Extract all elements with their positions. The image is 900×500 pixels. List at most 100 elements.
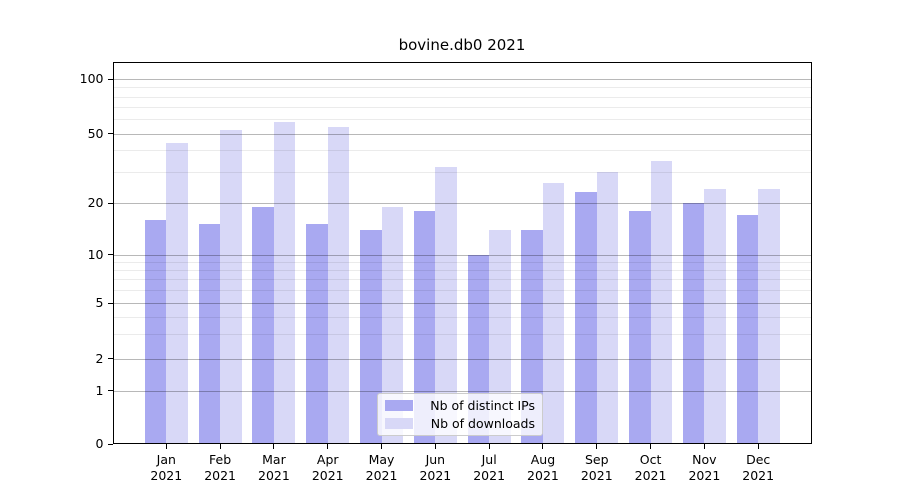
month-label: Mar — [262, 451, 286, 467]
gridline-minor-8 — [112, 270, 812, 272]
bar-dec-distinct-ips — [736, 215, 759, 444]
y-tick-label-100: 100 — [79, 71, 104, 86]
y-tick-label-2: 2 — [95, 350, 104, 366]
x-tick-mar — [273, 444, 275, 449]
gridline-minor-40 — [112, 150, 812, 152]
x-tick-label-dec: Dec 2021 — [728, 452, 788, 485]
year-label: 2021 — [419, 468, 452, 483]
y-tick-label-20: 20 — [87, 195, 104, 210]
bar-nov-downloads — [704, 189, 726, 444]
legend-entry-downloads: Nb of downloads — [385, 416, 535, 431]
x-tick-apr — [327, 444, 329, 449]
month-label: Nov — [692, 451, 717, 467]
bar-mar-distinct-ips — [252, 206, 274, 444]
bar-jan-distinct-ips — [144, 219, 167, 444]
x-tick-aug — [542, 444, 544, 449]
bar-oct-downloads — [650, 160, 673, 444]
year-label: 2021 — [311, 468, 344, 483]
bar-oct-distinct-ips — [629, 210, 651, 444]
year-label: 2021 — [634, 468, 667, 483]
x-tick-label-jan: Jan 2021 — [136, 452, 196, 485]
gridline-major-50 — [112, 133, 812, 135]
y-tick-label-50: 50 — [87, 125, 104, 141]
x-tick-oct — [650, 444, 652, 449]
bar-sep-downloads — [596, 172, 619, 444]
y-tick-label-5: 5 — [95, 295, 104, 310]
month-label: Apr — [316, 451, 339, 467]
month-label: Oct — [639, 451, 662, 467]
y-tick-2 — [107, 358, 113, 359]
legend-swatch-downloads — [385, 418, 413, 429]
legend-entry-distinct-ips: Nb of distinct IPs — [385, 398, 535, 413]
gridline-minor-9 — [112, 261, 812, 263]
x-tick-label-may: May 2021 — [352, 452, 412, 485]
bar-may-distinct-ips — [360, 229, 382, 444]
gridline-major-10 — [112, 254, 812, 256]
bar-jun-distinct-ips — [413, 210, 436, 444]
y-tick-10 — [107, 254, 113, 255]
y-tick-100 — [107, 78, 113, 80]
gridline-major-1 — [112, 390, 812, 392]
y-tick-label-1: 1 — [95, 382, 104, 398]
bar-feb-distinct-ips — [198, 224, 221, 444]
gridline-minor-7 — [112, 279, 812, 281]
year-label: 2021 — [580, 468, 613, 483]
month-label: Jan — [156, 451, 176, 467]
year-label: 2021 — [688, 468, 721, 483]
month-label: May — [368, 451, 395, 467]
legend-label-distinct-ips: Nb of distinct IPs — [430, 398, 535, 413]
legend-box: Nb of distinct IPs Nb of downloads — [377, 393, 543, 436]
month-label: Aug — [530, 451, 556, 467]
y-tick-20 — [107, 202, 113, 204]
x-tick-nov — [703, 444, 705, 449]
month-label: Sep — [584, 451, 609, 467]
gridline-major-20 — [112, 203, 812, 204]
x-tick-label-apr: Apr 2021 — [298, 452, 358, 485]
bar-apr-downloads — [327, 127, 350, 444]
month-label: Jun — [425, 451, 446, 467]
x-tick-feb — [219, 444, 221, 449]
x-tick-jun — [434, 444, 436, 449]
bar-sep-distinct-ips — [575, 192, 597, 444]
x-tick-jul — [488, 444, 490, 449]
bar-feb-downloads — [220, 130, 242, 444]
x-tick-label-jun: Jun 2021 — [405, 452, 465, 485]
bar-may-downloads — [381, 206, 404, 444]
y-tick-label-10: 10 — [87, 246, 104, 262]
bar-dec-downloads — [758, 189, 780, 444]
chart-title: bovine.db0 2021 — [398, 36, 526, 54]
bar-mar-downloads — [273, 121, 296, 444]
gridline-minor-80 — [112, 96, 812, 98]
x-tick-sep — [596, 444, 598, 449]
x-tick-label-mar: Mar 2021 — [244, 452, 304, 485]
bar-jun-downloads — [435, 167, 457, 444]
y-tick-50 — [107, 133, 113, 134]
y-tick-5 — [107, 302, 113, 304]
year-label: 2021 — [742, 468, 775, 483]
month-label: Jul — [481, 451, 497, 467]
y-tick-label-0: 0 — [95, 436, 104, 451]
bar-aug-downloads — [542, 183, 565, 444]
month-label: Feb — [209, 451, 232, 467]
x-tick-label-oct: Oct 2021 — [621, 452, 681, 485]
gridline-major-100 — [112, 79, 812, 80]
gridline-minor-3 — [112, 333, 812, 335]
year-label: 2021 — [204, 468, 237, 483]
x-tick-label-jul: Jul 2021 — [459, 452, 519, 485]
gridline-major-2 — [112, 358, 812, 360]
bar-nov-distinct-ips — [682, 203, 705, 444]
plot-area: Nb of distinct IPs Nb of downloads 0 1 2 5 1… — [80, 61, 812, 483]
x-tick-label-nov: Nov 2021 — [674, 452, 734, 485]
gridline-minor-70 — [112, 107, 812, 109]
x-tick-label-sep: Sep 2021 — [567, 452, 627, 485]
y-tick-1 — [107, 390, 113, 391]
gridline-minor-6 — [112, 290, 812, 292]
x-tick-label-aug: Aug 2021 — [513, 452, 573, 485]
gridline-minor-30 — [112, 172, 812, 174]
x-tick-label-feb: Feb 2021 — [190, 452, 250, 485]
x-tick-dec — [757, 444, 759, 449]
bar-jan-downloads — [166, 143, 188, 444]
year-label: 2021 — [527, 468, 559, 483]
x-tick-may — [381, 444, 383, 449]
legend-swatch-distinct-ips — [385, 400, 413, 411]
